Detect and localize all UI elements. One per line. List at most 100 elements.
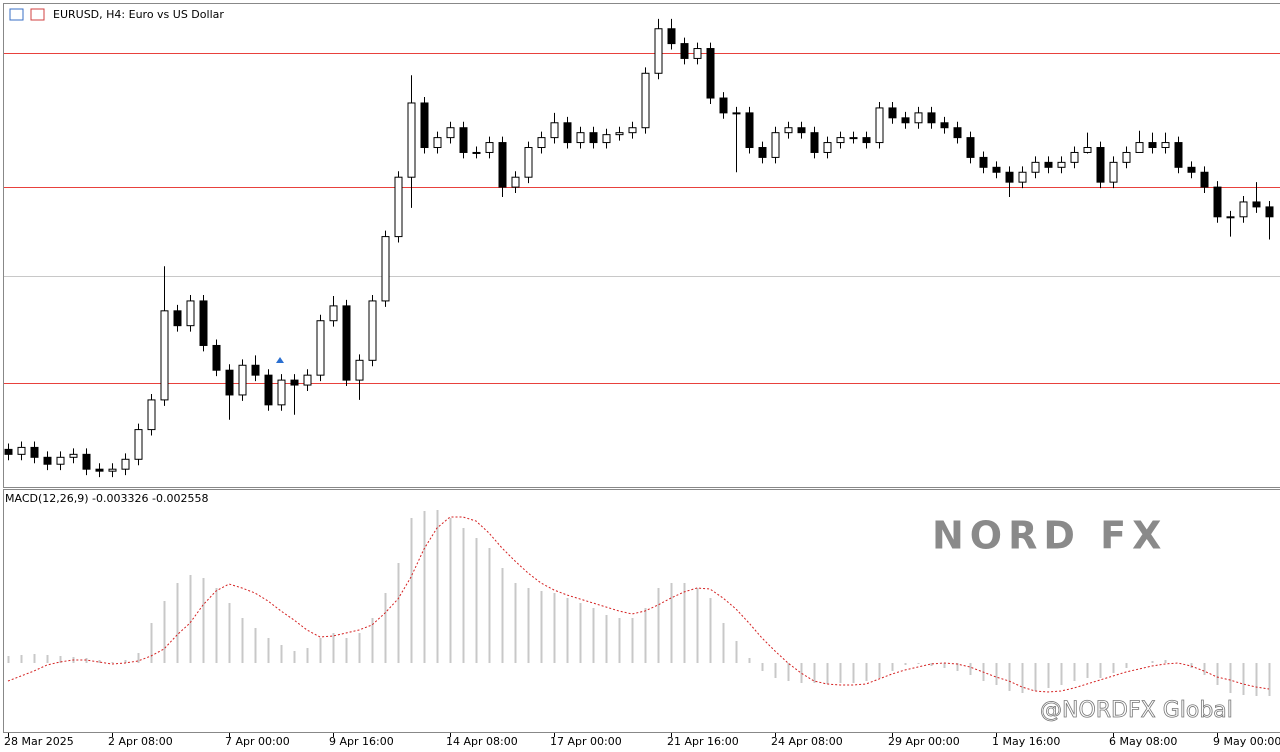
- candle-body: [82, 453, 91, 470]
- candle-body: [1213, 186, 1222, 218]
- candle-body: [706, 48, 715, 99]
- candle-body: [420, 102, 429, 149]
- candle-body: [836, 137, 845, 144]
- x-tick-label: 9 Apr 16:00: [329, 735, 394, 748]
- candle-body: [238, 364, 247, 396]
- candle-body: [511, 176, 520, 188]
- icon: [9, 8, 24, 21]
- candle-body: [433, 137, 442, 149]
- candle-body: [186, 300, 195, 327]
- candle-body: [680, 43, 689, 59]
- candle-body: [654, 28, 663, 74]
- candle-body: [225, 369, 234, 396]
- candle-body: [147, 399, 156, 431]
- candle-body: [485, 142, 494, 153]
- candle-body: [888, 107, 897, 119]
- x-tick-label: 9 May 00:00: [1213, 735, 1280, 748]
- candle-body: [641, 72, 650, 129]
- candle-body: [1083, 147, 1092, 153]
- watermark: NORD FX: [932, 514, 1167, 558]
- candle-body: [550, 122, 559, 139]
- candle-body: [1239, 201, 1248, 218]
- candle-body: [95, 468, 104, 472]
- candle-body: [628, 127, 637, 134]
- candle-body: [979, 156, 988, 168]
- candle-body: [797, 127, 806, 134]
- candle-body: [1226, 216, 1235, 219]
- candle-body: [160, 310, 169, 401]
- candle-body: [862, 137, 871, 144]
- x-tick-label: 21 Apr 16:00: [667, 735, 739, 748]
- candle-body: [940, 122, 949, 129]
- candle-body: [576, 132, 585, 144]
- candle-body: [212, 344, 221, 371]
- candle-body: [732, 112, 741, 115]
- candle-body: [498, 142, 507, 188]
- x-tick-label: 1 May 16:00: [992, 735, 1060, 748]
- candle-body: [901, 117, 910, 124]
- candle-body: [927, 112, 936, 124]
- candle-body: [1005, 171, 1014, 183]
- candle-body: [524, 147, 533, 178]
- credit: @NORDFX Global: [1040, 698, 1233, 723]
- candle-body: [134, 429, 143, 460]
- candle-body: [1018, 171, 1027, 183]
- candle-body: [407, 102, 416, 178]
- candle-body: [537, 137, 546, 149]
- candle-body: [966, 137, 975, 158]
- candle-body: [1044, 161, 1053, 168]
- candle-body: [17, 446, 26, 455]
- candle-body: [121, 458, 130, 470]
- candle-body: [602, 134, 611, 144]
- candle-body: [251, 364, 260, 376]
- candle-body: [30, 446, 39, 458]
- candle-body: [355, 359, 364, 381]
- candle-body: [1109, 161, 1118, 183]
- candle-body: [264, 374, 273, 406]
- candle-body: [1200, 171, 1209, 188]
- candle-body: [4, 448, 13, 455]
- x-tick-label: 17 Apr 00:00: [550, 735, 622, 748]
- candle-body: [43, 456, 52, 465]
- macd-title: MACD(12,26,9) -0.003326 -0.002558: [5, 492, 208, 505]
- candle-body: [446, 127, 455, 139]
- candle-body: [173, 310, 182, 327]
- candle-body: [719, 97, 728, 114]
- candle-body: [1057, 161, 1066, 168]
- candle-body: [1122, 151, 1131, 163]
- trade-arrow: [276, 357, 284, 363]
- candle-body: [589, 132, 598, 144]
- x-tick-label: 24 Apr 08:00: [771, 735, 843, 748]
- candle-body: [758, 147, 767, 158]
- candle-body: [953, 127, 962, 139]
- candle-body: [914, 112, 923, 124]
- candle-body: [823, 142, 832, 153]
- candle-body: [290, 379, 299, 386]
- x-tick-label: 14 Apr 08:00: [446, 735, 518, 748]
- candle-body: [615, 132, 624, 136]
- candle-body: [1070, 151, 1079, 163]
- candle-body: [459, 127, 468, 153]
- candle-body: [784, 127, 793, 134]
- candle-body: [56, 456, 65, 465]
- icon: [30, 8, 45, 21]
- candle-body: [563, 122, 572, 144]
- candle-body: [1187, 166, 1196, 173]
- x-tick-label: 29 Apr 00:00: [888, 735, 960, 748]
- candle-body: [1135, 142, 1144, 153]
- candle-body: [199, 300, 208, 346]
- candle-body: [303, 374, 312, 386]
- candle-body: [849, 137, 858, 140]
- candle-body: [745, 112, 754, 149]
- x-tick-label: 2 Apr 08:00: [108, 735, 173, 748]
- candle-body: [992, 166, 1001, 173]
- candle-body: [810, 132, 819, 153]
- candle-body: [1265, 206, 1274, 218]
- symbol-icons: [9, 8, 45, 21]
- candle-body: [1161, 142, 1170, 149]
- candle-body: [693, 48, 702, 59]
- chart-title: EURUSD, H4: Euro vs US Dollar: [53, 8, 224, 21]
- candle-body: [1096, 147, 1105, 183]
- candle-body: [1252, 201, 1261, 208]
